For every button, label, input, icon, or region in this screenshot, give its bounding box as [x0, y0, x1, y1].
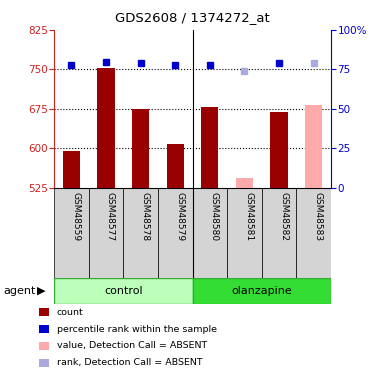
- Text: olanzapine: olanzapine: [231, 286, 292, 296]
- Bar: [132, 109, 149, 188]
- Text: GSM48559: GSM48559: [71, 192, 80, 241]
- Bar: [236, 178, 253, 188]
- Text: GSM48580: GSM48580: [210, 192, 219, 241]
- Bar: [158, 188, 192, 278]
- Text: count: count: [57, 308, 84, 316]
- Text: control: control: [104, 286, 142, 296]
- Bar: [97, 68, 115, 188]
- Bar: [201, 107, 219, 188]
- Text: rank, Detection Call = ABSENT: rank, Detection Call = ABSENT: [57, 358, 203, 368]
- Text: GSM48579: GSM48579: [175, 192, 184, 241]
- Text: agent: agent: [4, 286, 36, 296]
- Text: GSM48583: GSM48583: [314, 192, 323, 241]
- Bar: [167, 144, 184, 188]
- Bar: [192, 188, 227, 278]
- Bar: [262, 188, 296, 278]
- Bar: [89, 188, 123, 278]
- Text: GSM48578: GSM48578: [141, 192, 149, 241]
- Bar: [192, 278, 331, 304]
- Bar: [123, 188, 158, 278]
- Text: GDS2608 / 1374272_at: GDS2608 / 1374272_at: [115, 11, 270, 24]
- Bar: [305, 105, 323, 188]
- Text: GSM48581: GSM48581: [244, 192, 253, 241]
- Text: percentile rank within the sample: percentile rank within the sample: [57, 324, 217, 334]
- Bar: [62, 151, 80, 188]
- Text: value, Detection Call = ABSENT: value, Detection Call = ABSENT: [57, 341, 207, 350]
- Text: GSM48577: GSM48577: [106, 192, 115, 241]
- Bar: [296, 188, 331, 278]
- Text: GSM48582: GSM48582: [279, 192, 288, 241]
- Text: ▶: ▶: [37, 286, 45, 296]
- Bar: [227, 188, 262, 278]
- Bar: [54, 188, 89, 278]
- Bar: [54, 278, 192, 304]
- Bar: [271, 112, 288, 188]
